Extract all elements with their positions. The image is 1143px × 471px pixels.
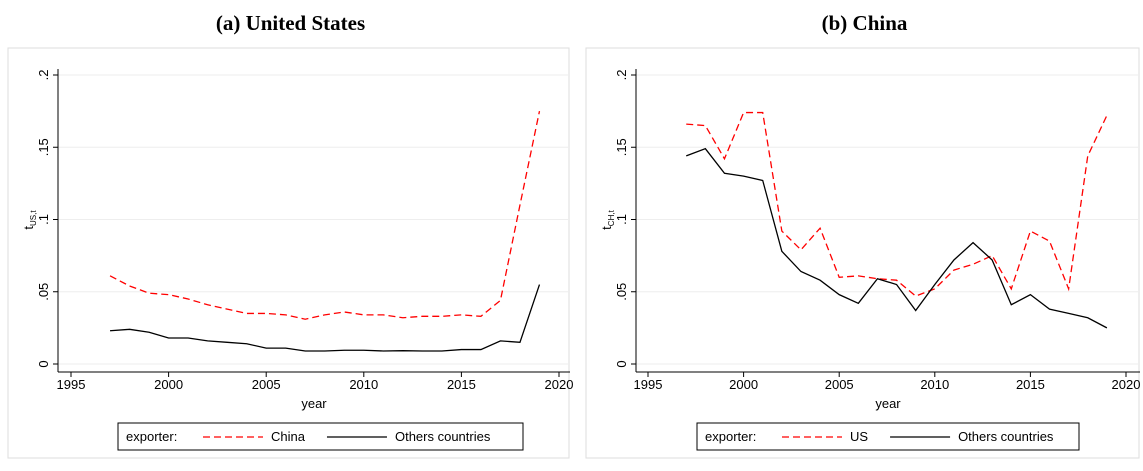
chart: (b) China 0 .05 .1 .15 .2 1995 2000 2005 2010 2015… — [585, 11, 1141, 459]
y-axis-title-sub: CH,t — [607, 209, 616, 226]
y-tick-label: .1 — [614, 214, 629, 225]
y-tick-label: 0 — [36, 360, 51, 367]
y-tick-label: .2 — [614, 70, 629, 81]
x-tick-label: 2010 — [349, 377, 378, 392]
legend-box — [696, 422, 1080, 451]
legend-title: exporter: — [705, 429, 756, 444]
y-axis-title: tCH,t — [599, 209, 616, 229]
y-axis-title-main: t — [21, 226, 36, 230]
line — [109, 284, 541, 352]
chart: (a) United States 0 .05 .1 .15 .2 1995 2000 2005… — [7, 11, 574, 459]
y-tick-label: .05 — [36, 283, 51, 301]
y-tick-label: .05 — [614, 283, 629, 301]
legend-label: Others countries — [958, 429, 1054, 444]
frame — [585, 47, 1140, 459]
legend-title: exporter: — [126, 429, 177, 444]
x-tick-label: 2020 — [545, 377, 574, 392]
x-tick-label: 2005 — [825, 377, 854, 392]
x-tick-label: 2015 — [1016, 377, 1045, 392]
legend-label: China — [271, 429, 306, 444]
y-axis-title: tUS,t — [21, 210, 38, 230]
chart-title: (a) United States — [216, 11, 365, 35]
x-tick-label: 2000 — [729, 377, 758, 392]
x-tick-label: 1995 — [634, 377, 663, 392]
line — [686, 111, 1108, 297]
x-tick-label: 1995 — [57, 377, 86, 392]
legend-label: Others countries — [395, 429, 491, 444]
x-tick-label: 2020 — [1112, 377, 1141, 392]
legend-label: US — [850, 429, 868, 444]
x-axis-title: year — [301, 396, 327, 411]
chart-title: (b) China — [822, 11, 908, 35]
y-axis-title-main: t — [599, 226, 614, 230]
line — [109, 110, 541, 320]
x-tick-label: 2015 — [447, 377, 476, 392]
x-tick-label: 2005 — [252, 377, 281, 392]
y-tick-label: .15 — [614, 138, 629, 156]
x-tick-label: 2010 — [920, 377, 949, 392]
y-axis-title-sub: US,t — [29, 210, 38, 226]
y-tick-label: .15 — [36, 138, 51, 156]
y-tick-label: .2 — [36, 70, 51, 81]
y-tick-label: 0 — [614, 360, 629, 367]
legend-box — [117, 422, 524, 451]
x-tick-label: 2000 — [154, 377, 183, 392]
line — [686, 147, 1108, 329]
x-axis-title: year — [875, 396, 901, 411]
frame — [7, 47, 570, 459]
y-tick-label: .1 — [36, 214, 51, 225]
